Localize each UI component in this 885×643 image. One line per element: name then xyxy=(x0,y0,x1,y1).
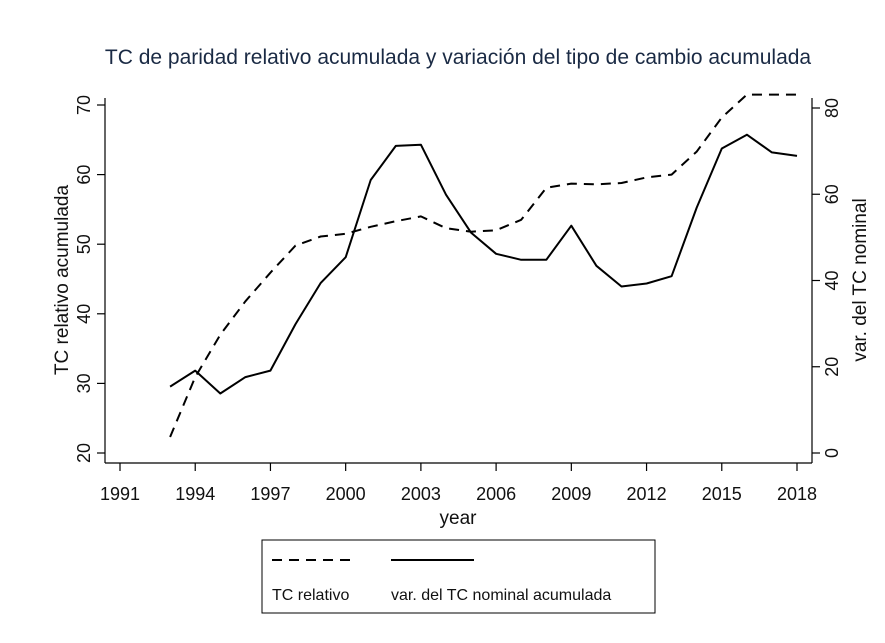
legend-label-tc-relativo: TC relativo xyxy=(272,587,349,604)
right-y-axis-label: var. del TC nominal xyxy=(850,198,871,361)
series-line-tc-relativo xyxy=(169,93,797,438)
left-tick-label: 50 xyxy=(74,234,94,254)
series-line-var-tc-nominal xyxy=(169,133,798,395)
legend-box xyxy=(261,539,656,614)
right-tick-label: 20 xyxy=(822,357,842,377)
series-layer xyxy=(169,93,798,438)
right-tick-label: 40 xyxy=(822,270,842,290)
right-tick-label: 0 xyxy=(822,448,842,458)
left-tick-label: 30 xyxy=(74,373,94,393)
legend-label-var-tc-nominal: var. del TC nominal acumulada xyxy=(391,587,611,604)
x-tick-label: 2012 xyxy=(627,484,667,504)
x-tick-label: 2006 xyxy=(476,484,516,504)
right-y-ticks: 0 20 40 60 80 xyxy=(812,98,842,458)
left-tick-label: 40 xyxy=(74,304,94,324)
x-tick-label: 1997 xyxy=(250,484,290,504)
x-tick-label: 2018 xyxy=(777,484,817,504)
left-y-ticks: 20 30 40 50 60 70 xyxy=(74,95,105,463)
x-tick-label: 2000 xyxy=(326,484,366,504)
x-tick-label: 2015 xyxy=(702,484,742,504)
left-tick-label: 20 xyxy=(74,443,94,463)
x-ticks: 1991 1994 1997 2000 2003 2006 2009 2012 2015 2018 xyxy=(100,463,817,504)
right-tick-label: 80 xyxy=(822,98,842,118)
x-axis-label: year xyxy=(440,508,478,529)
x-tick-label: 2009 xyxy=(551,484,591,504)
x-tick-label: 2003 xyxy=(401,484,441,504)
left-tick-label: 60 xyxy=(74,165,94,185)
left-tick-label: 70 xyxy=(74,95,94,115)
right-tick-label: 60 xyxy=(822,184,842,204)
left-y-axis-label: TC relativo acumulada xyxy=(52,185,73,376)
x-tick-label: 1991 xyxy=(100,484,140,504)
x-tick-label: 1994 xyxy=(175,484,215,504)
legend: TC relativo var. del TC nominal acumulad… xyxy=(261,539,656,614)
chart-title: TC de paridad relativo acumulada y varia… xyxy=(105,46,812,69)
